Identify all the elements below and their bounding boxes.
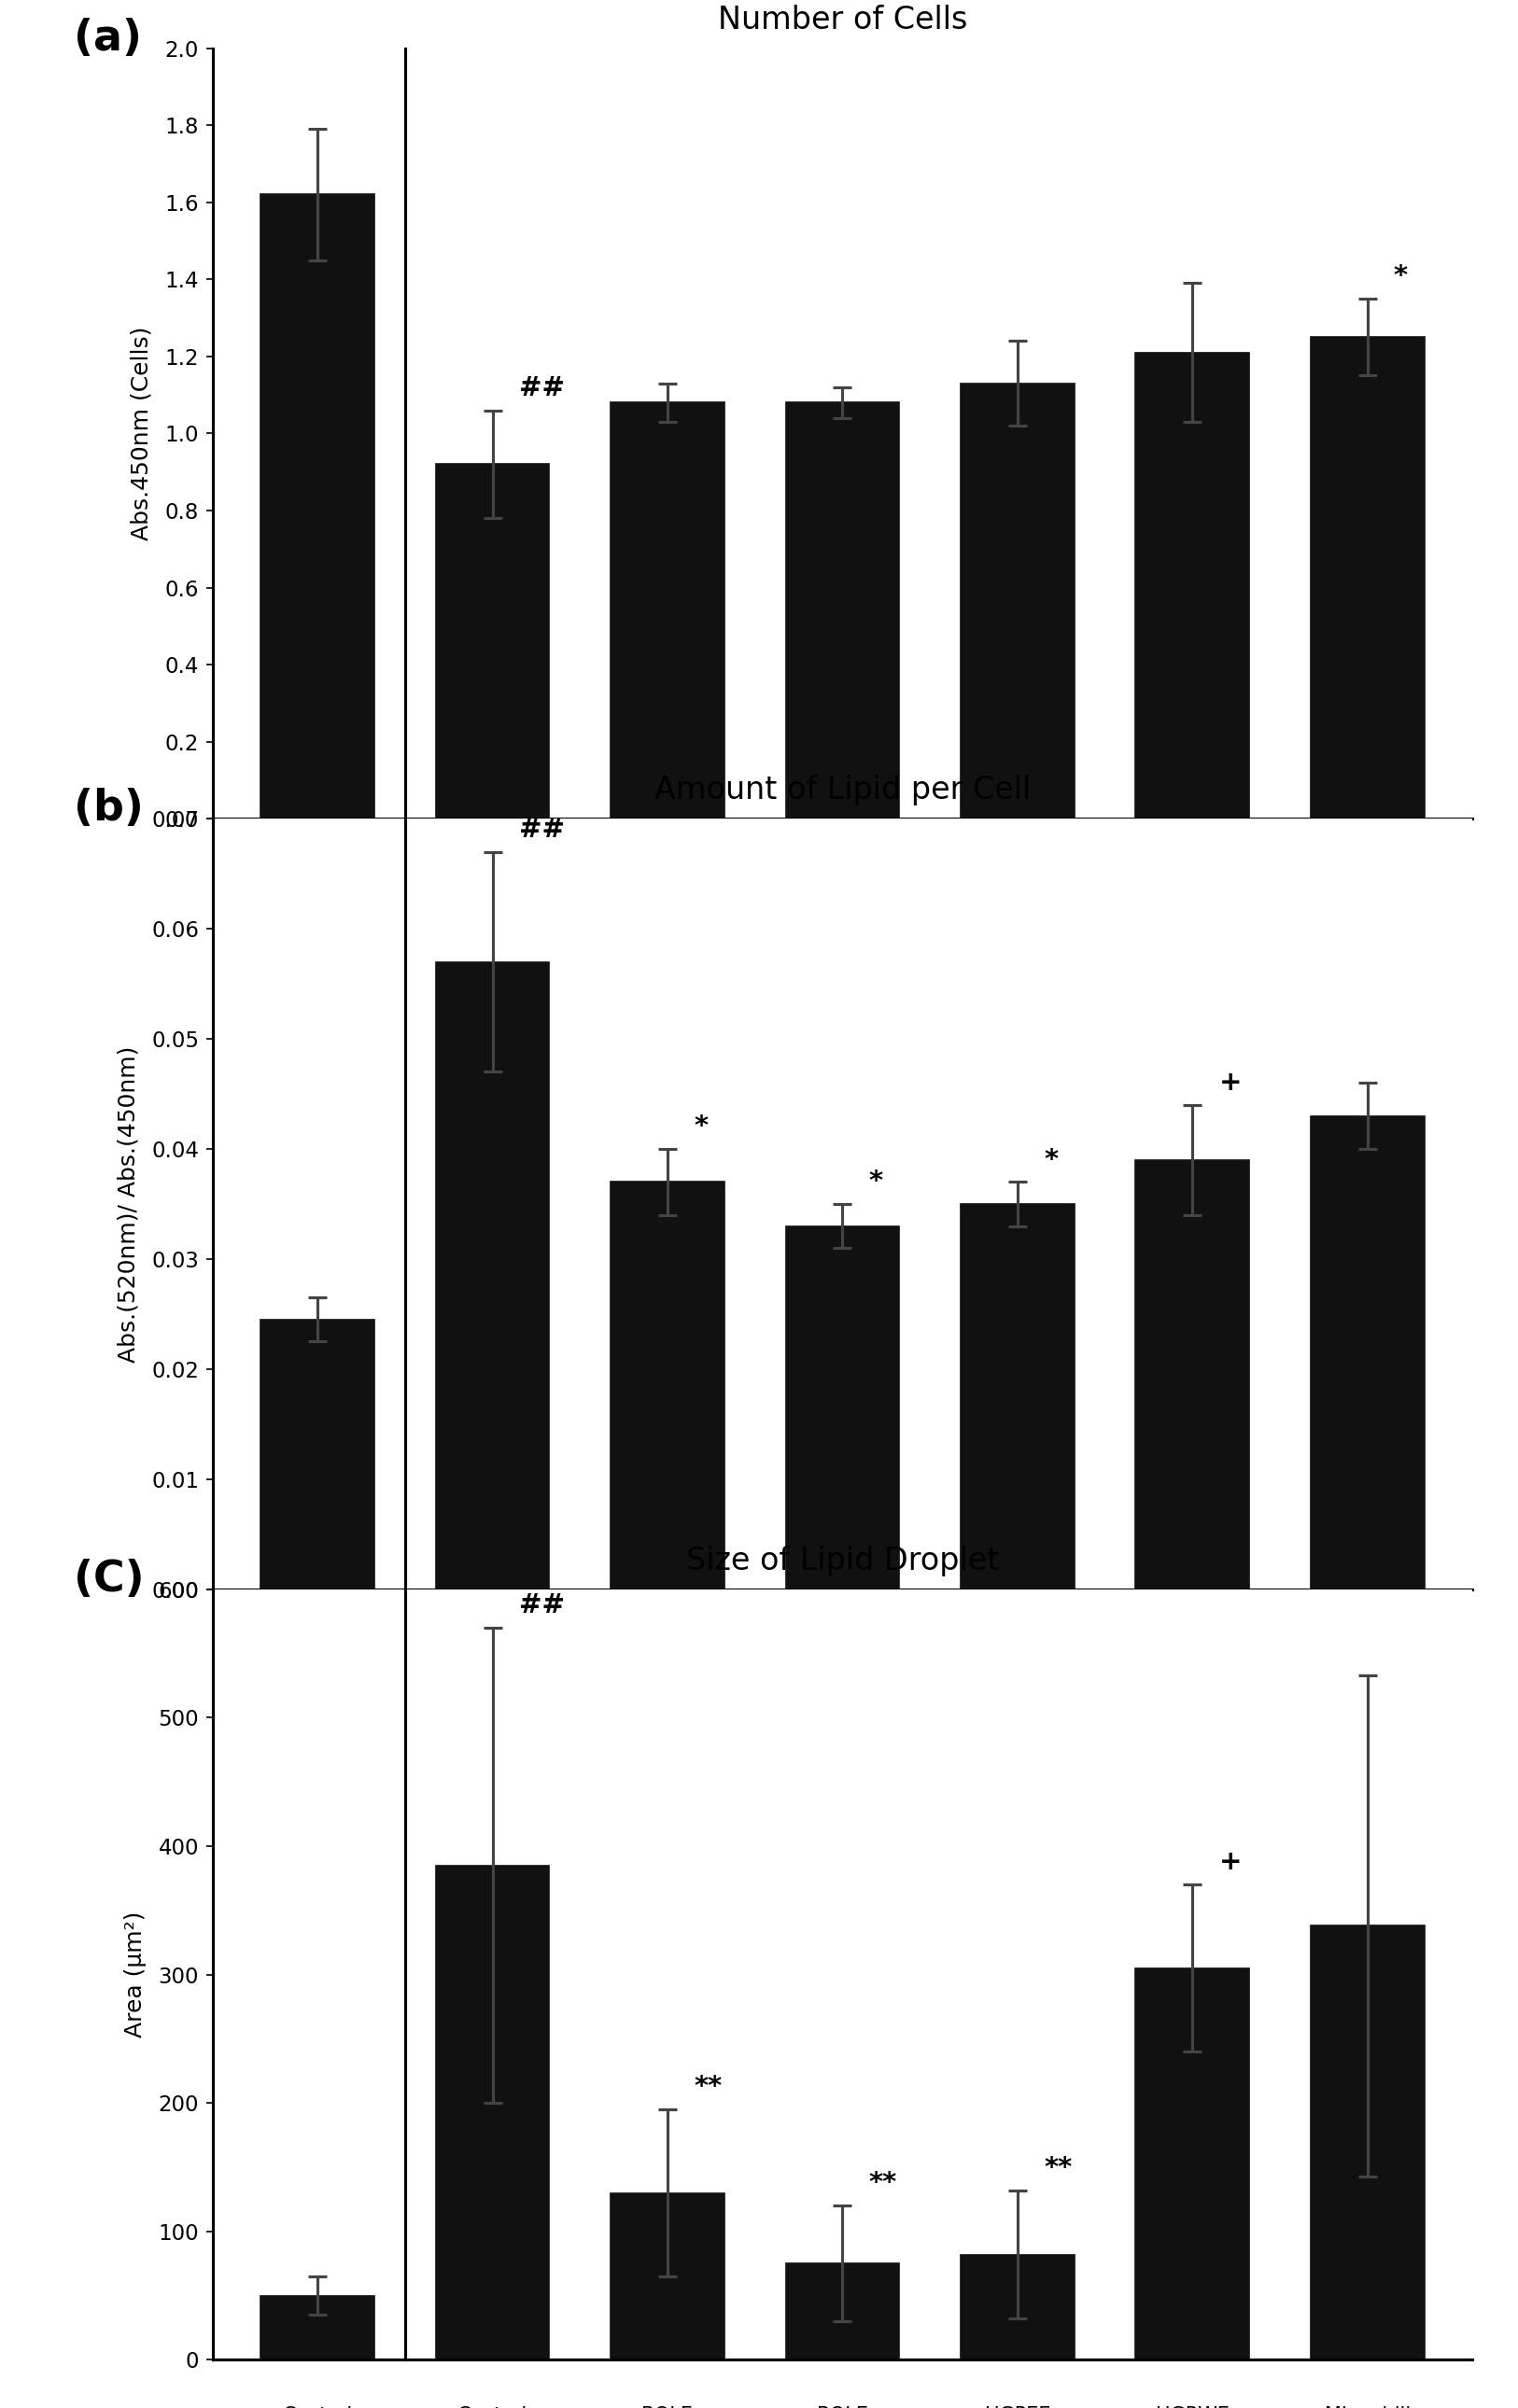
Text: +: +: [1219, 1849, 1242, 1876]
Bar: [1135, 1161, 1249, 1589]
Text: *: *: [1394, 262, 1407, 289]
Y-axis label: Abs.450nm (Cells): Abs.450nm (Cells): [131, 327, 153, 539]
Bar: [786, 402, 899, 819]
Text: (50μg/mL): (50μg/mL): [967, 1690, 1069, 1707]
Text: HGPWE: HGPWE: [1157, 864, 1230, 884]
Bar: [1135, 1967, 1249, 2360]
Bar: [436, 1866, 550, 2360]
Text: ##: ##: [519, 376, 565, 402]
Text: Minoxidil: Minoxidil: [1324, 864, 1410, 884]
Text: Control: Control: [457, 864, 528, 884]
Text: (50μg/mL): (50μg/mL): [792, 920, 893, 937]
Text: +: +: [1219, 1069, 1242, 1096]
Bar: [436, 961, 550, 1589]
Text: BOLE: BOLE: [817, 864, 868, 884]
Text: HGPEE: HGPEE: [985, 864, 1050, 884]
Bar: [261, 195, 375, 819]
Text: **: **: [694, 2073, 723, 2100]
Y-axis label: Abs.(520nm)/ Abs.(450nm): Abs.(520nm)/ Abs.(450nm): [117, 1045, 140, 1363]
Text: BOLE: BOLE: [642, 864, 694, 884]
Text: Control: Control: [457, 1635, 528, 1654]
Bar: [961, 383, 1075, 819]
Text: (50μg/mL): (50μg/mL): [792, 1690, 893, 1707]
Text: HGPEE: HGPEE: [985, 1635, 1050, 1654]
Bar: [961, 1204, 1075, 1589]
Text: Differentiation: Differentiation: [859, 987, 1000, 1007]
Bar: [610, 1182, 724, 1589]
Text: (50μg/mL): (50μg/mL): [1142, 1690, 1243, 1707]
Text: (20μg/mL): (20μg/mL): [1318, 920, 1418, 937]
Text: *: *: [694, 1112, 707, 1139]
Bar: [1310, 1115, 1424, 1589]
Text: Control: Control: [282, 864, 352, 884]
Bar: [610, 2194, 724, 2360]
Bar: [1135, 352, 1249, 819]
Bar: [261, 1320, 375, 1589]
Text: (25μg/mL): (25μg/mL): [616, 1690, 718, 1707]
Bar: [786, 1226, 899, 1589]
Title: Size of Lipid Droplet: Size of Lipid Droplet: [686, 1546, 999, 1577]
Text: (C): (C): [74, 1558, 144, 1601]
Text: BOLE: BOLE: [642, 1635, 694, 1654]
Text: Undifferentiated: Undifferentiated: [238, 987, 398, 1007]
Text: (b): (b): [74, 787, 144, 831]
Text: Differentiation: Differentiation: [859, 1758, 1000, 1777]
Bar: [961, 2254, 1075, 2360]
Text: **: **: [868, 2170, 897, 2196]
Bar: [436, 465, 550, 819]
Text: (50μg/mL): (50μg/mL): [1142, 920, 1243, 937]
Text: Control: Control: [282, 1635, 352, 1654]
Text: (20μg/mL): (20μg/mL): [1318, 1690, 1418, 1707]
Text: (50μg/mL): (50μg/mL): [967, 920, 1069, 937]
Text: *: *: [868, 1168, 883, 1194]
Text: Undifferentiated: Undifferentiated: [238, 1758, 398, 1777]
Bar: [1310, 337, 1424, 819]
Title: Number of Cells: Number of Cells: [718, 5, 967, 36]
Bar: [786, 2264, 899, 2360]
Text: *: *: [1044, 1146, 1058, 1173]
Text: ##: ##: [519, 1592, 565, 1618]
Bar: [261, 2295, 375, 2360]
Text: **: **: [1044, 2155, 1072, 2182]
Text: HGPWE: HGPWE: [1157, 1635, 1230, 1654]
Title: Amount of Lipid per Cell: Amount of Lipid per Cell: [654, 775, 1031, 807]
Text: (a): (a): [74, 17, 143, 60]
Bar: [610, 402, 724, 819]
Text: (25μg/mL): (25μg/mL): [616, 920, 718, 937]
Text: Minoxidil: Minoxidil: [1324, 1635, 1410, 1654]
Y-axis label: Area (μm²): Area (μm²): [124, 1912, 147, 2037]
Text: ##: ##: [519, 816, 565, 843]
Bar: [1310, 1926, 1424, 2360]
Text: BOLE: BOLE: [817, 1635, 868, 1654]
